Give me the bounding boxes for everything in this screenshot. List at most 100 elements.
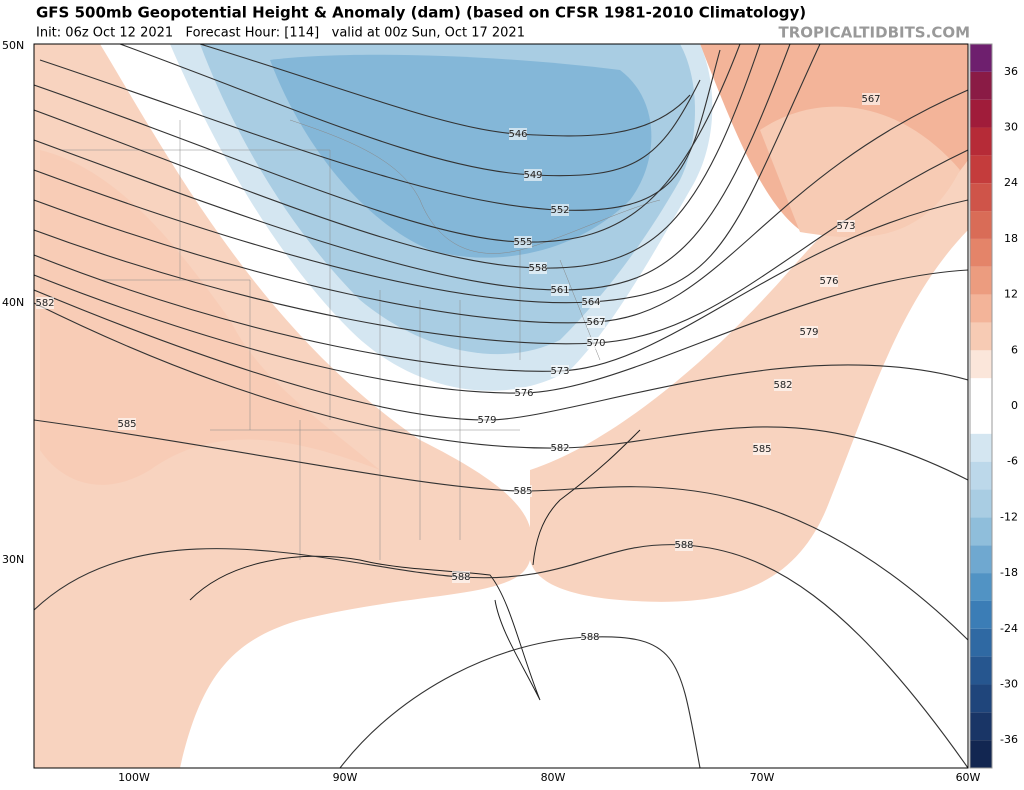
- colorbar-segment: [970, 461, 992, 490]
- map: [34, 44, 968, 768]
- contour-label-bg: [862, 93, 880, 105]
- contour-label-bg: [587, 316, 605, 328]
- contour-label: 588: [674, 540, 693, 551]
- lon-label: 60W: [956, 771, 981, 784]
- colorbar-zero: [970, 378, 992, 434]
- contour-label: 588: [580, 632, 599, 643]
- contour-label: 579: [799, 327, 818, 338]
- colorbar-segment: [970, 238, 992, 267]
- contour-label-bg: [36, 297, 54, 309]
- contour-label: 585: [513, 486, 532, 497]
- contour-label: 573: [836, 221, 855, 232]
- contour-label-bg: [452, 571, 470, 583]
- colorbar-segment: [970, 211, 992, 239]
- contour-label-bg: [529, 262, 547, 274]
- lat-label: 50N: [2, 39, 24, 52]
- colorbar-segment: [970, 266, 992, 295]
- contour-label: 567: [586, 317, 605, 328]
- contour-label: 582: [550, 443, 569, 454]
- contour-label: 585: [752, 444, 771, 455]
- contour-label: 549: [523, 170, 542, 181]
- lat-label: 30N: [2, 553, 24, 566]
- colorbar-tick-label: 12: [1004, 288, 1018, 301]
- contour-label: 579: [477, 415, 496, 426]
- colorbar-segment: [970, 489, 992, 518]
- colorbar-tick-label: -6: [1007, 455, 1018, 468]
- colorbar-tick-label: 6: [1011, 343, 1018, 356]
- colorbar-segment: [970, 183, 992, 212]
- contour-label-bg: [551, 284, 569, 296]
- colorbar-segment: [970, 712, 992, 741]
- contour-label-bg: [551, 442, 569, 454]
- colorbar-tick-label: 18: [1004, 232, 1018, 245]
- contour-label: 561: [550, 285, 569, 296]
- colorbar-tick-label: -12: [1000, 510, 1018, 523]
- lon-label: 70W: [750, 771, 775, 784]
- colorbar-segment: [970, 433, 992, 462]
- colorbar-tick-label: -18: [1000, 566, 1018, 579]
- contour-label-bg: [582, 296, 600, 308]
- colorbar-segment: [970, 573, 992, 601]
- colorbar-segment: [970, 71, 992, 100]
- contour-label-bg: [800, 326, 818, 338]
- contour-label: 576: [819, 276, 838, 287]
- contour-label: 576: [514, 388, 533, 399]
- colorbar-segment: [970, 294, 992, 323]
- contour-label-bg: [837, 220, 855, 232]
- contour-label-bg: [581, 631, 599, 643]
- contour-label-bg: [514, 485, 532, 497]
- colorbar-segment: [970, 740, 992, 768]
- contour-label: 570: [586, 338, 605, 349]
- lon-label: 90W: [333, 771, 358, 784]
- colorbar-frame: [969, 43, 993, 769]
- contour-label-bg: [587, 337, 605, 349]
- contour-label: 567: [861, 94, 880, 105]
- contour-label: 555: [513, 237, 532, 248]
- lon-label: 100W: [118, 771, 150, 784]
- contour-label: 546: [508, 129, 527, 140]
- colorbar-segment: [970, 350, 992, 379]
- contour-label-bg: [675, 539, 693, 551]
- contour-label: 585: [117, 419, 136, 430]
- contour-label-bg: [774, 379, 792, 391]
- colorbar-segment: [970, 600, 992, 629]
- colorbar-tick-label: -24: [1000, 622, 1018, 635]
- colorbar-tick-label: 0: [1011, 399, 1018, 412]
- colorbar-segment: [970, 127, 992, 156]
- contour-label-bg: [551, 204, 569, 216]
- colorbar-segment: [970, 99, 992, 128]
- colorbar-tick-label: -36: [1000, 733, 1018, 746]
- contour-label-bg: [551, 365, 569, 377]
- colorbar-segment: [970, 44, 992, 72]
- colorbar-segment: [970, 628, 992, 657]
- colorbar-tick-label: 24: [1004, 176, 1018, 189]
- contour-label: 552: [550, 205, 569, 216]
- contour-label-bg: [478, 414, 496, 426]
- contour-label: 582: [773, 380, 792, 391]
- colorbar-segment: [970, 684, 992, 713]
- contour-label: 588: [451, 572, 470, 583]
- colorbar: 36 30 24 18 12 6 0 -6 -12 -18 -24 -30 -36: [969, 43, 1018, 769]
- contour-label-bg: [820, 275, 838, 287]
- colorbar-tick-label: -30: [1000, 677, 1018, 690]
- colorbar-segment: [970, 517, 992, 546]
- lat-label: 40N: [2, 296, 24, 309]
- lon-label: 80W: [541, 771, 566, 784]
- colorbar-segment: [970, 322, 992, 351]
- colorbar-segment: [970, 656, 992, 685]
- contour-label-bg: [514, 236, 532, 248]
- colorbar-tick-label: 36: [1004, 65, 1018, 78]
- contour-label: 564: [581, 297, 600, 308]
- contour-label-bg: [515, 387, 533, 399]
- contour-label-bg: [524, 169, 542, 181]
- colorbar-segment: [970, 545, 992, 574]
- contour-label-bg: [509, 128, 527, 140]
- title: GFS 500mb Geopotential Height & Anomaly …: [36, 4, 806, 22]
- contour-label: 558: [528, 263, 547, 274]
- contour-label-bg: [118, 418, 136, 430]
- contour-label-bg: [753, 443, 771, 455]
- subtitle: Init: 06z Oct 12 2021 Forecast Hour: [11…: [36, 26, 525, 41]
- source: TROPICALTIDBITS.COM: [779, 24, 971, 42]
- colorbar-segment: [970, 155, 992, 184]
